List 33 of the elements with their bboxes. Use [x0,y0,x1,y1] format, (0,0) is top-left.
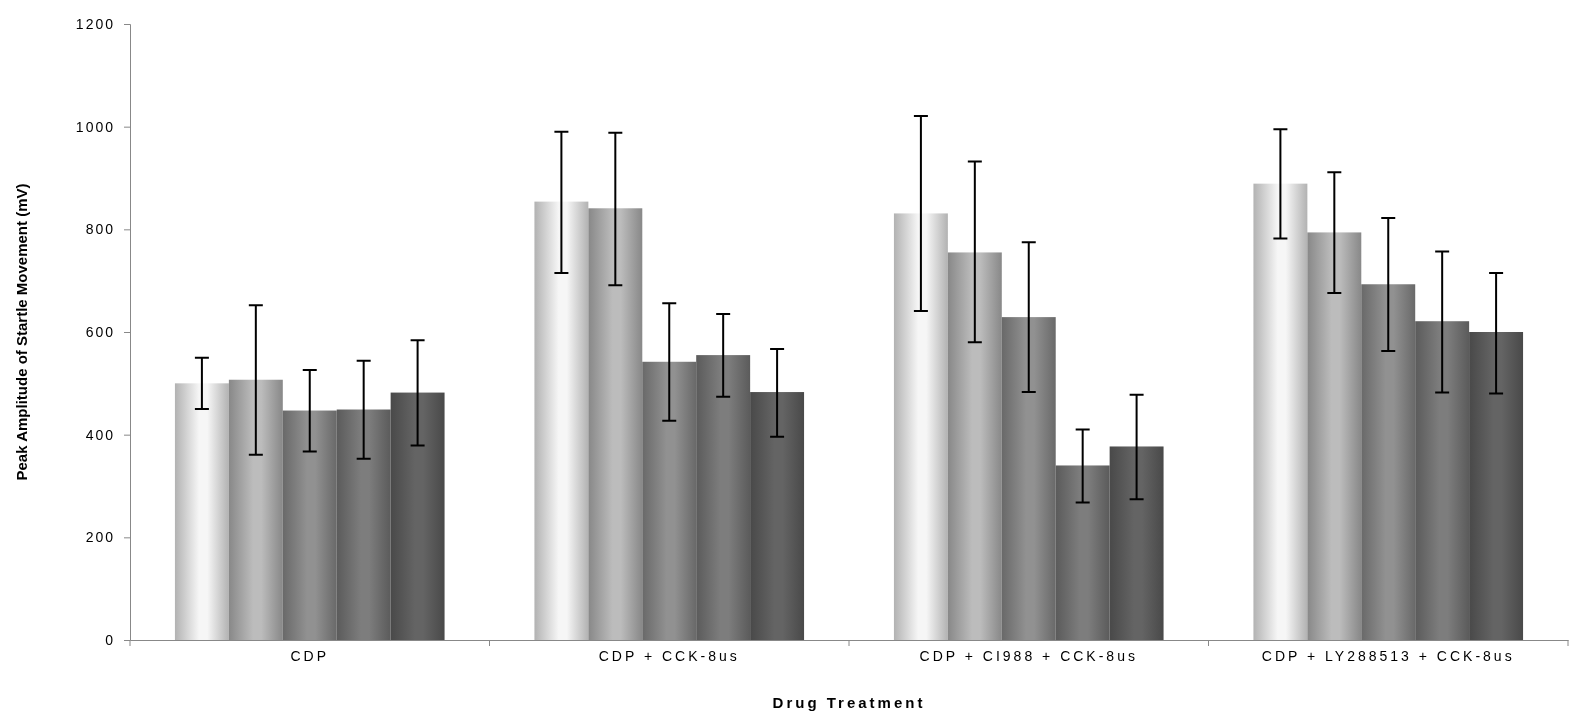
bar [534,201,589,640]
x-tick-label: CDP [290,648,330,664]
bar [1055,465,1110,640]
bar [336,409,391,640]
bar [1307,232,1362,640]
bar [1001,317,1056,640]
x-tick-label: CDP + LY288513 + CCK-8us [1261,648,1515,664]
bar [174,383,229,640]
y-tick-label: 1200 [75,15,115,32]
y-tick-label: 800 [85,221,115,238]
y-tick-label: 400 [85,426,115,443]
y-axis-title: Peak Amplitude of Startle Movement (mV) [13,183,30,481]
bar [947,252,1002,640]
bar [1109,446,1164,640]
bar [1361,284,1416,640]
bar [228,379,283,640]
bar [750,392,805,640]
y-tick-label: 0 [105,631,115,648]
y-tick-label: 200 [85,529,115,546]
bar [893,213,948,640]
x-tick-label: CDP + CI988 + CCK-8us [919,648,1138,664]
y-tick-label: 600 [85,323,115,340]
bar [390,392,445,640]
bar [1253,183,1308,640]
bar [282,410,337,640]
bar [588,208,643,640]
x-tick-label: CDP + CCK-8us [598,648,740,664]
bar [1415,321,1470,640]
bar [1469,332,1524,640]
x-axis-title: Drug Treatment [772,694,926,711]
bar [696,355,751,640]
y-tick-label: 1000 [75,118,115,135]
bar [642,361,697,640]
